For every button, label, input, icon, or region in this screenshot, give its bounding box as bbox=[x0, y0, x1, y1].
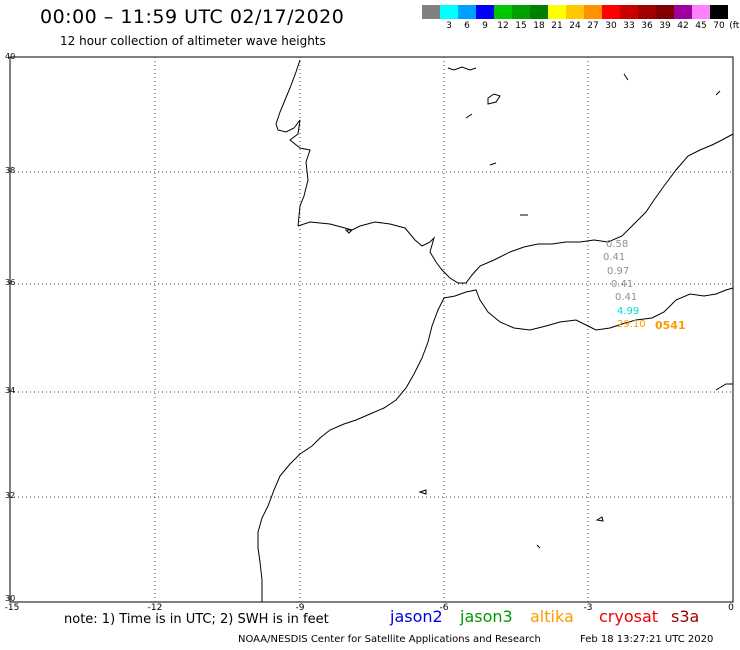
coast-portugal bbox=[275, 59, 311, 227]
lat-label: 38 bbox=[5, 166, 16, 175]
legend-tick-label: 33 bbox=[623, 21, 635, 31]
island-small-1 bbox=[344, 229, 354, 234]
island-small-6 bbox=[487, 93, 501, 105]
wave-height-label: 0.41 bbox=[615, 292, 638, 303]
legend-swatch bbox=[512, 5, 530, 19]
legend-swatch bbox=[422, 5, 440, 19]
island-small-8 bbox=[489, 162, 497, 166]
map-subtitle: 12 hour collection of altimeter wave hei… bbox=[60, 34, 326, 48]
legend-tick-label: 30 bbox=[605, 21, 617, 31]
lon-label: -3 bbox=[583, 603, 593, 613]
legend-swatch bbox=[710, 5, 728, 19]
island-small-12 bbox=[715, 383, 733, 391]
legend-tick-label: 70 bbox=[713, 21, 725, 31]
coast-morocco-atlantic bbox=[257, 297, 445, 602]
wave-height-label: 0.58 bbox=[606, 239, 629, 250]
legend-swatch bbox=[674, 5, 692, 19]
legend-swatch bbox=[566, 5, 584, 19]
legend-tick-label: 27 bbox=[587, 21, 599, 31]
lon-label: -9 bbox=[295, 603, 305, 613]
legend-swatch bbox=[656, 5, 674, 19]
satellite-cryosat: cryosat bbox=[599, 607, 659, 626]
island-small-10 bbox=[623, 73, 629, 81]
legend-tick-label: 39 bbox=[659, 21, 671, 31]
legend-tick-label: 42 bbox=[677, 21, 689, 31]
graticule-lines bbox=[10, 57, 733, 602]
legend-swatch bbox=[458, 5, 476, 19]
satellite-s3a: s3a bbox=[671, 607, 700, 626]
legend-tick-label: 18 bbox=[533, 21, 545, 31]
legend-swatch bbox=[440, 5, 458, 19]
color-scale-legend bbox=[422, 5, 728, 19]
map-title: 00:00 – 11:59 UTC 02/17/2020 bbox=[40, 6, 345, 28]
satellite-altika: altika bbox=[530, 607, 574, 626]
legend-swatch bbox=[494, 5, 512, 19]
wave-height-label: 0.41 bbox=[603, 252, 626, 263]
legend-unit-label: (ft) bbox=[729, 21, 740, 31]
map-frame bbox=[9, 56, 734, 603]
legend-tick-label: 3 bbox=[446, 21, 452, 31]
legend-tick-label: 6 bbox=[464, 21, 470, 31]
legend-swatch bbox=[692, 5, 710, 19]
island-small-4 bbox=[536, 544, 541, 549]
island-small-11 bbox=[715, 90, 721, 96]
lon-label: -6 bbox=[439, 603, 449, 613]
legend-tick-label: 24 bbox=[569, 21, 581, 31]
lon-label: -12 bbox=[147, 603, 163, 613]
legend-swatch bbox=[548, 5, 566, 19]
legend-tick-label: 21 bbox=[551, 21, 563, 31]
legend-swatch bbox=[530, 5, 548, 19]
island-small-3 bbox=[595, 516, 604, 522]
legend-swatch bbox=[476, 5, 494, 19]
legend-tick-label: 9 bbox=[482, 21, 488, 31]
lon-label: 0 bbox=[728, 603, 734, 613]
wave-height-label: 4.99 bbox=[617, 306, 640, 317]
footer-note: note: 1) Time is in UTC; 2) SWH is in fe… bbox=[64, 612, 329, 627]
legend-tick-label: 45 bbox=[695, 21, 707, 31]
wave-height-label: 0541 bbox=[655, 319, 686, 332]
island-small-5 bbox=[447, 66, 477, 71]
lon-label: -15 bbox=[4, 603, 20, 613]
legend-swatch bbox=[620, 5, 638, 19]
lat-label: 30 bbox=[5, 594, 16, 603]
legend-tick-label: 36 bbox=[641, 21, 653, 31]
satellite-jason3: jason3 bbox=[460, 607, 513, 626]
footer-timestamp: Feb 18 13:27:21 UTC 2020 bbox=[580, 634, 714, 645]
wave-height-label: 0.97 bbox=[607, 266, 630, 277]
footer-credit: NOAA/NESDIS Center for Satellite Applica… bbox=[238, 634, 541, 645]
legend-swatch bbox=[602, 5, 620, 19]
coastlines bbox=[257, 59, 734, 602]
lat-label: 34 bbox=[5, 386, 16, 395]
lat-label: 36 bbox=[5, 278, 16, 287]
legend-swatch bbox=[638, 5, 656, 19]
coast-north-africa bbox=[443, 287, 734, 331]
lat-label: 32 bbox=[5, 491, 16, 500]
legend-swatch bbox=[584, 5, 602, 19]
legend-tick-label: 15 bbox=[515, 21, 527, 31]
legend-tick-label: 12 bbox=[497, 21, 509, 31]
coast-iberia-south bbox=[297, 133, 734, 284]
lat-label: 40 bbox=[5, 52, 16, 61]
wave-height-label: 0.41 bbox=[611, 279, 634, 290]
satellite-jason2: jason2 bbox=[390, 607, 443, 626]
wave-height-label: 29.10 bbox=[617, 319, 646, 330]
island-small-7 bbox=[465, 113, 473, 119]
island-small-2 bbox=[418, 489, 427, 495]
